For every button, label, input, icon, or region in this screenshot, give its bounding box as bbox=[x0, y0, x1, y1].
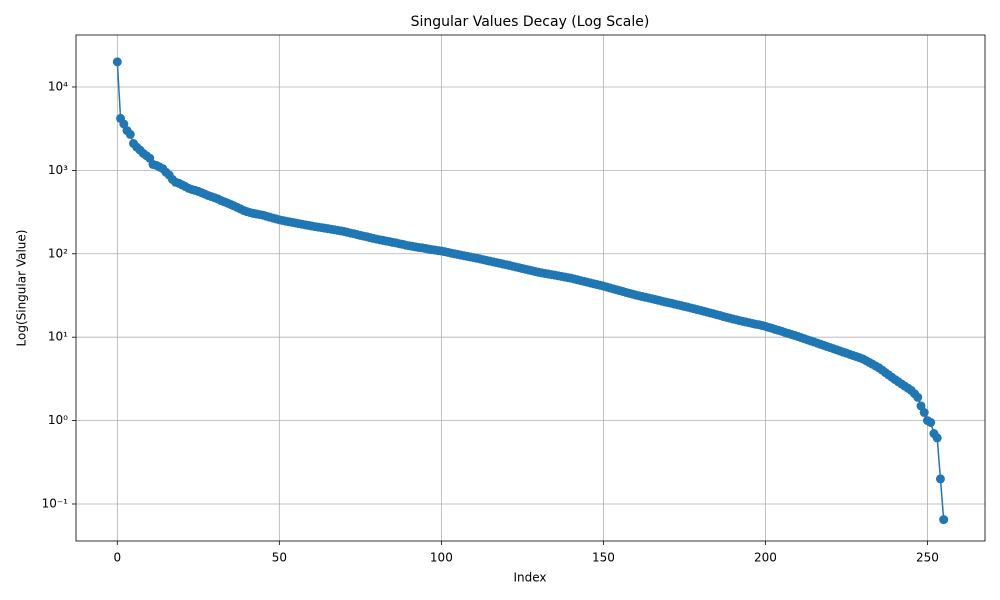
data-point bbox=[935, 474, 945, 484]
y-tick-label: 10⁻¹ bbox=[42, 496, 69, 510]
y-tick-label: 10⁴ bbox=[48, 79, 68, 93]
data-point bbox=[112, 57, 122, 67]
data-point bbox=[919, 408, 929, 418]
x-tick-label: 250 bbox=[916, 551, 939, 565]
axes-frame bbox=[75, 34, 986, 542]
y-axis-label: Log(Singular Value) bbox=[15, 230, 29, 347]
y-tick-label: 10³ bbox=[48, 163, 68, 177]
y-tick-label: 10⁰ bbox=[48, 413, 68, 427]
plot-area bbox=[112, 57, 949, 525]
x-tick-label: 100 bbox=[430, 551, 453, 565]
data-point bbox=[932, 433, 942, 443]
x-tick-label: 200 bbox=[754, 551, 777, 565]
series-line bbox=[116, 61, 945, 520]
data-point bbox=[125, 129, 135, 139]
x-tick-label: 150 bbox=[592, 551, 615, 565]
x-axis-label: Index bbox=[513, 571, 546, 585]
y-tick-label: 10² bbox=[48, 246, 68, 260]
data-point bbox=[913, 392, 923, 402]
grid bbox=[76, 35, 985, 541]
data-point bbox=[926, 417, 936, 427]
y-tick-label: 10¹ bbox=[48, 330, 68, 344]
chart-title: Singular Values Decay (Log Scale) bbox=[411, 14, 650, 30]
x-tick-label: 0 bbox=[113, 551, 121, 565]
x-tick-label: 50 bbox=[272, 551, 287, 565]
data-point bbox=[939, 515, 949, 525]
